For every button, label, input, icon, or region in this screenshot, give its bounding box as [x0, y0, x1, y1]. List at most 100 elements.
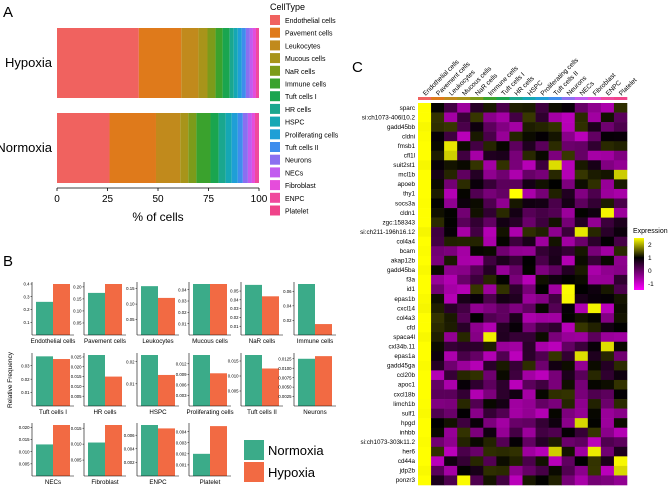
a-bar-segment [196, 113, 211, 183]
c-heatmap-cell [496, 236, 510, 247]
c-heatmap-cell [457, 408, 471, 419]
b-y-tick-label: 0.04 [230, 297, 239, 302]
c-heatmap-cell [470, 399, 484, 409]
c-legend-tick-label: 0 [648, 268, 652, 275]
b-y-tick-label: 0.010 [71, 442, 82, 447]
a-legend-label: Platelet [285, 209, 308, 216]
c-heatmap-cell [613, 179, 628, 190]
c-heatmap-cell [418, 141, 432, 152]
b-bar-normoxia [141, 425, 158, 476]
c-heatmap-cell [600, 294, 615, 304]
b-y-tick-label: 0.005 [71, 458, 82, 463]
c-heatmap-cell [548, 408, 562, 419]
c-heatmap-cell [548, 236, 562, 247]
c-heatmap-cell [431, 322, 445, 333]
c-heatmap-cell [470, 179, 484, 190]
c-heatmap-cell [613, 188, 628, 199]
c-heatmap-cell [574, 284, 589, 295]
c-heatmap-cell [574, 208, 589, 218]
c-heatmap-cell [587, 112, 602, 123]
c-heatmap-cell [522, 217, 536, 228]
b-bar-hypoxia [53, 284, 70, 335]
c-heatmap-cell [522, 322, 536, 333]
c-heatmap-cell [587, 389, 602, 400]
b-y-axis-label: Relative Frequency [7, 351, 14, 408]
a-legend-swatch [270, 91, 280, 102]
c-heatmap-cell [574, 198, 589, 209]
b-y-tick-label: 0.10 [126, 302, 135, 307]
c-heatmap-cell [548, 341, 562, 352]
c-heatmap-cell [574, 255, 589, 266]
c-heatmap-cell [613, 294, 628, 304]
c-heatmap-cell [535, 188, 549, 199]
c-heatmap-cell [418, 274, 432, 285]
c-heatmap-cell [509, 418, 523, 428]
b-y-tick-label: 0.009 [176, 372, 187, 377]
c-column-label: Platelet [618, 77, 639, 98]
c-heatmap-cell [535, 112, 549, 123]
c-heatmap-cell [574, 303, 589, 314]
b-bar-hypoxia [315, 356, 332, 406]
c-heatmap-cell [587, 303, 602, 314]
c-column-color [483, 97, 497, 100]
c-heatmap-cell [522, 418, 536, 428]
c-heatmap-cell [561, 227, 576, 237]
c-heatmap-cell [600, 122, 615, 132]
c-heatmap-cell [444, 188, 458, 199]
b-y-tick-label: 0.01 [178, 321, 187, 326]
c-heatmap-cell [483, 332, 497, 343]
c-row-label: cfd [407, 324, 416, 331]
b-y-tick-label: 0.02 [21, 377, 30, 382]
c-heatmap-cell [457, 437, 471, 448]
c-heatmap-cell [600, 399, 615, 409]
c-heatmap-cell [600, 255, 615, 266]
c-heatmap-cell [613, 446, 628, 457]
b-bar-normoxia [245, 284, 262, 335]
c-heatmap-cell [548, 351, 562, 362]
c-heatmap-cell [483, 341, 497, 352]
c-heatmap-cell [509, 255, 523, 266]
b-y-tick-label: 0.020 [19, 425, 30, 430]
a-bar-segment [57, 28, 139, 98]
c-heatmap-cell [431, 351, 445, 362]
c-heatmap-cell [509, 341, 523, 352]
c-heatmap-cell [457, 208, 471, 218]
c-heatmap-cell [613, 351, 628, 362]
c-row-label: thy1 [403, 191, 415, 198]
c-heatmap-cell [535, 456, 549, 467]
c-heatmap-cell [574, 408, 589, 419]
b-y-tick-label: 0.06 [283, 289, 292, 294]
b-bar-normoxia [36, 444, 53, 476]
c-heatmap-cell [574, 446, 589, 457]
c-heatmap-cell [613, 456, 628, 467]
c-heatmap-cell [509, 351, 523, 362]
c-heatmap-cell [535, 427, 549, 438]
c-heatmap-cell [457, 141, 471, 152]
b-y-tick-label: 0.010 [71, 384, 82, 389]
c-heatmap-cell [483, 188, 497, 199]
c-heatmap-cell [600, 150, 615, 161]
c-heatmap-cell [418, 265, 432, 276]
c-row-label: epas1b [394, 296, 415, 303]
c-heatmap-cell [548, 322, 562, 333]
c-heatmap-cell [535, 160, 549, 171]
a-x-axis-label: % of cells [132, 210, 183, 224]
c-heatmap-cell [587, 236, 602, 247]
c-heatmap-cell [496, 169, 510, 180]
c-heatmap-cell [444, 399, 458, 409]
a-x-tick-label: 25 [102, 194, 114, 205]
c-heatmap-cell [600, 389, 615, 400]
c-heatmap-cell [431, 313, 445, 323]
c-heatmap-cell [574, 103, 589, 113]
c-heatmap-cell [496, 284, 510, 295]
a-x-tick-label: 75 [203, 194, 215, 205]
c-heatmap-cell [587, 284, 602, 295]
c-heatmap-cell [483, 236, 497, 247]
c-heatmap-cell [457, 274, 471, 285]
a-bar-segment [255, 28, 259, 98]
c-heatmap-cell [613, 217, 628, 228]
a-bar-segment [247, 113, 252, 183]
c-heatmap-cell [561, 465, 576, 476]
c-heatmap-cell [522, 465, 536, 476]
c-heatmap-cell [587, 217, 602, 228]
